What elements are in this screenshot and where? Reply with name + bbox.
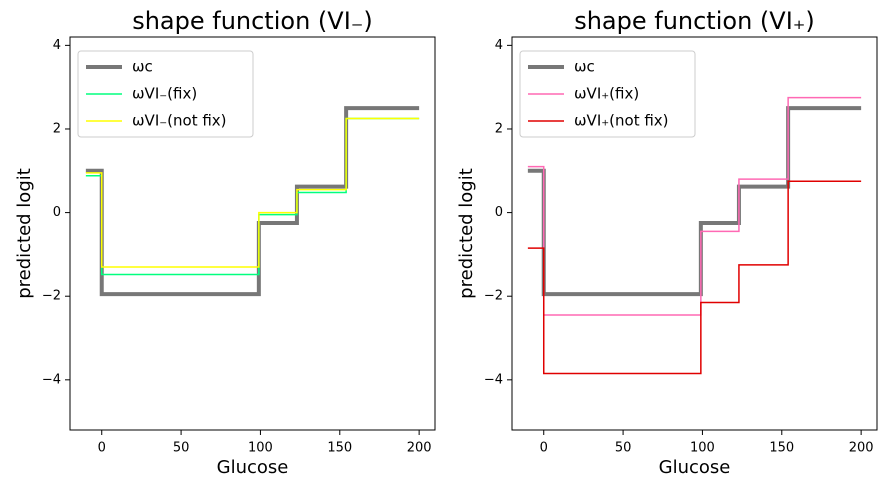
step-line — [527, 96, 862, 316]
step-line — [527, 180, 862, 375]
y-tick-label: 2 — [53, 121, 61, 136]
y-tick-label: −2 — [484, 289, 503, 304]
y-tick-label: −4 — [484, 372, 503, 387]
legend-label: ωVI₋(not fix) — [132, 112, 227, 130]
step-line — [85, 117, 420, 268]
subplot: shape function (VI₋) Glucose predicted log… — [14, 7, 436, 478]
y-tick-label: −2 — [42, 289, 61, 304]
y-tick-label: 0 — [495, 205, 503, 220]
x-tick-label: 100 — [248, 441, 273, 456]
x-tick-label: 0 — [540, 441, 548, 456]
plot-frame — [511, 36, 878, 431]
x-axis-label: Glucose — [659, 457, 731, 478]
x-tick-label: 200 — [407, 441, 432, 456]
legend-label: ωVI₊(not fix) — [574, 112, 669, 130]
x-tick-label: 100 — [690, 441, 715, 456]
legend: ωc ωVI₊(fix) ωVI₊(not fix) — [519, 50, 696, 138]
y-tick-label: −4 — [42, 372, 61, 387]
x-tick-label: 50 — [173, 441, 190, 456]
legend-label: ωVI₊(fix) — [574, 85, 639, 103]
x-axis-label: Glucose — [217, 457, 289, 478]
chart-title: shape function (VI₊) — [574, 7, 815, 35]
legend-label: ωc — [574, 58, 595, 76]
y-tick-label: 0 — [53, 205, 61, 220]
x-tick-label: 200 — [849, 441, 874, 456]
chart-title: shape function (VI₋) — [132, 7, 373, 35]
legend-box — [77, 50, 254, 138]
x-tick-label: 150 — [327, 441, 352, 456]
x-tick-label: 0 — [98, 441, 106, 456]
legend-box — [519, 50, 696, 138]
legend-label: ωVI₋(fix) — [132, 85, 197, 103]
legend-label: ωc — [132, 58, 153, 76]
y-tick-label: 4 — [495, 38, 503, 53]
y-tick-label: 2 — [495, 121, 503, 136]
legend: ωc ωVI₋(fix) ωVI₋(not fix) — [77, 50, 254, 138]
y-axis-label: predicted logit — [456, 168, 477, 299]
y-axis-label: predicted logit — [14, 168, 35, 299]
step-line — [85, 117, 420, 276]
plot-frame — [69, 36, 436, 431]
x-tick-label: 50 — [615, 441, 632, 456]
y-tick-label: 4 — [53, 38, 61, 53]
subplot: shape function (VI₊) Glucose predicted log… — [456, 7, 878, 478]
x-tick-label: 150 — [769, 441, 794, 456]
